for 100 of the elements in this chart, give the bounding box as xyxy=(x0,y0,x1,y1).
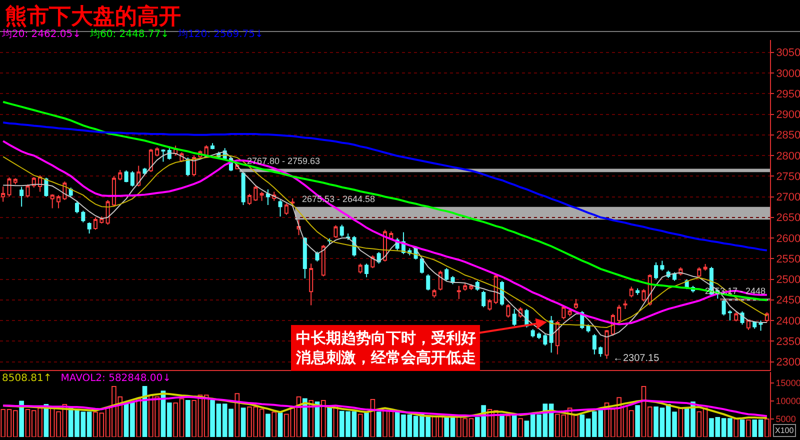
text: 8508.81↑ xyxy=(2,373,52,384)
candlestick xyxy=(555,320,560,355)
candlestick xyxy=(56,194,61,209)
text: 均120: 2569.75↓ xyxy=(178,29,264,40)
band-label: 2453.17 - 2448 xyxy=(705,286,766,296)
candlestick xyxy=(81,210,86,223)
line-series xyxy=(2,100,768,302)
y-tick-label: 2800 xyxy=(776,150,800,162)
candlestick xyxy=(334,224,338,238)
annotation: 中长期趋势向下时，受利好消息刺激，经常会高开低走 xyxy=(295,329,476,366)
candlestick xyxy=(438,270,442,291)
bar xyxy=(370,398,376,437)
bar xyxy=(746,420,751,437)
candlestick xyxy=(672,272,677,282)
candlestick xyxy=(161,148,166,162)
bar xyxy=(500,414,504,437)
bar xyxy=(240,408,246,437)
candlestick xyxy=(636,288,640,296)
candlestick xyxy=(315,251,320,262)
bar xyxy=(512,415,517,437)
candlestick xyxy=(340,224,344,238)
series-label: MAVOL2: 582848.00↓ xyxy=(60,373,172,384)
y-tick-label: 2650 xyxy=(776,212,800,224)
bar xyxy=(635,405,640,437)
y-tick-label: 2850 xyxy=(776,130,800,142)
candlestick xyxy=(728,310,732,321)
bar xyxy=(506,415,511,437)
bar xyxy=(185,400,190,437)
bar xyxy=(136,398,142,437)
candlestick xyxy=(536,332,542,340)
bar xyxy=(320,400,326,437)
bar xyxy=(364,412,369,437)
candlestick xyxy=(530,328,535,338)
candlestick xyxy=(186,157,190,177)
candlestick xyxy=(112,176,116,208)
candlestick xyxy=(7,176,12,198)
candlestick xyxy=(50,194,54,209)
candlestick xyxy=(266,188,270,206)
candlestick xyxy=(13,178,18,185)
bar xyxy=(734,418,739,437)
candlestick xyxy=(703,263,708,272)
candlestick xyxy=(623,300,628,310)
y-tick-label: 2350 xyxy=(776,336,800,348)
candlestick xyxy=(87,222,92,234)
chart-title: 熊市下大盘的高开 xyxy=(5,4,181,30)
text: 均60: 2448.77↓ xyxy=(90,29,170,40)
candlestick xyxy=(456,285,461,300)
band-label: 2767.80 - 2759.63 xyxy=(247,156,320,166)
candlestick xyxy=(93,216,98,230)
candlestick xyxy=(20,186,24,208)
candlestick xyxy=(598,346,603,358)
candlestick xyxy=(722,300,726,316)
line-series xyxy=(2,122,768,252)
candlestick xyxy=(260,191,264,202)
candlestick xyxy=(586,324,590,333)
bar xyxy=(518,418,523,437)
candlestick xyxy=(617,304,622,323)
candlestick xyxy=(148,148,153,172)
y-tick-label: 2750 xyxy=(776,170,800,183)
candlestick xyxy=(26,184,30,198)
candlestick xyxy=(278,200,282,218)
y-tick-label: 3000 xyxy=(776,68,800,80)
bar xyxy=(266,414,270,437)
y-tick-label: 2450 xyxy=(776,294,800,307)
candlestick xyxy=(241,172,246,206)
candlestick xyxy=(118,169,122,181)
bar xyxy=(678,408,684,437)
candlestick xyxy=(734,312,738,322)
candlestick xyxy=(764,312,769,323)
y-tick-label: 2550 xyxy=(776,253,800,266)
candlestick xyxy=(309,263,314,306)
candlestick xyxy=(296,219,301,236)
candlestick xyxy=(247,193,252,206)
candlestick xyxy=(488,298,492,312)
candlestick xyxy=(758,320,763,332)
candlestick xyxy=(629,286,634,298)
bar xyxy=(358,414,363,437)
candlestick xyxy=(358,263,362,274)
candlestick xyxy=(124,170,128,183)
candlestick xyxy=(654,262,658,280)
y-tick-label: 2400 xyxy=(776,315,800,328)
bar xyxy=(308,400,314,437)
candlestick xyxy=(469,284,474,290)
candlestick xyxy=(512,308,516,326)
candlestick xyxy=(604,329,609,360)
y-tick-label: 5000 xyxy=(776,414,796,424)
candlestick xyxy=(543,334,548,346)
candlestick xyxy=(106,200,110,226)
y-tick-label: 2700 xyxy=(776,192,800,204)
bar xyxy=(376,412,382,437)
y-tick-label: 2900 xyxy=(776,109,800,122)
candlestick xyxy=(549,315,554,354)
candlestick xyxy=(660,260,664,272)
candlestick xyxy=(506,304,510,318)
candlestick xyxy=(592,334,596,355)
candlestick xyxy=(562,305,566,320)
candlestick xyxy=(302,236,307,279)
y-tick-label: 2600 xyxy=(776,232,800,245)
candlestick xyxy=(254,185,258,202)
candlestick xyxy=(746,320,750,330)
